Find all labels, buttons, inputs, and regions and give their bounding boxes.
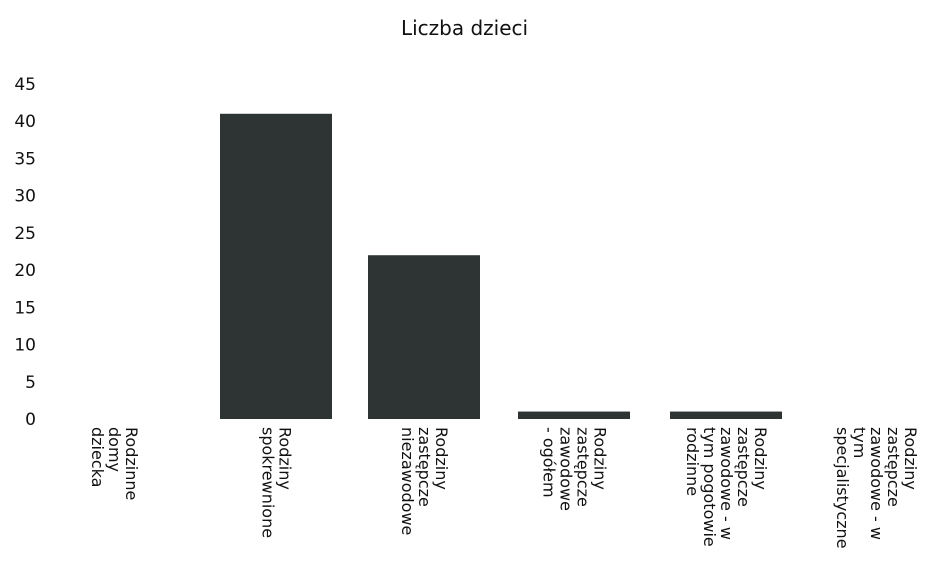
category-label-line: - ogółem: [540, 427, 559, 498]
category-label-line: niezawodowe: [398, 427, 417, 535]
y-tick-label: 10: [14, 336, 36, 356]
category-label-line: dziecka: [88, 427, 107, 487]
category-label-line: Rodziny: [591, 427, 610, 490]
category-label-line: specjalistyczne: [833, 427, 852, 549]
category-label-line: zawodowe - w: [867, 427, 886, 540]
bar: [518, 411, 630, 419]
category-label-line: zastępcze: [884, 427, 903, 507]
y-tick-label: 35: [14, 149, 36, 169]
y-tick-label: 45: [14, 75, 36, 95]
category-label-line: Rodziny: [901, 427, 920, 490]
y-tick-label: 0: [25, 410, 36, 430]
category-label-line: tym: [850, 427, 869, 458]
category-label-line: tym pogotowie: [700, 427, 719, 547]
category-label-line: Rodzinne: [122, 427, 141, 500]
y-tick-label: 20: [14, 261, 36, 281]
category-label-line: zastępcze: [415, 427, 434, 507]
y-tick-label: 40: [14, 112, 36, 132]
category-label-line: zawodowe - w: [717, 427, 736, 540]
category-label-line: zawodowe: [557, 427, 576, 511]
category-label-line: spokrewnione: [259, 427, 278, 538]
category-label-line: Rodziny: [276, 427, 295, 490]
category-label-line: domy: [105, 427, 124, 472]
y-tick-label: 25: [14, 224, 36, 244]
category-label-line: rodzinne: [683, 427, 702, 496]
bar: [670, 411, 782, 419]
chart-title: Liczba dzieci: [400, 16, 529, 40]
category-label-line: Rodziny: [432, 427, 451, 490]
category-label-line: zastępcze: [734, 427, 753, 507]
bar: [368, 255, 480, 419]
y-tick-label: 5: [25, 373, 36, 393]
bar: [220, 113, 332, 420]
category-label-line: Rodziny: [751, 427, 770, 490]
y-tick-label: 30: [14, 187, 36, 207]
category-label-line: zastępcze: [574, 427, 593, 507]
y-tick-label: 15: [14, 298, 36, 318]
